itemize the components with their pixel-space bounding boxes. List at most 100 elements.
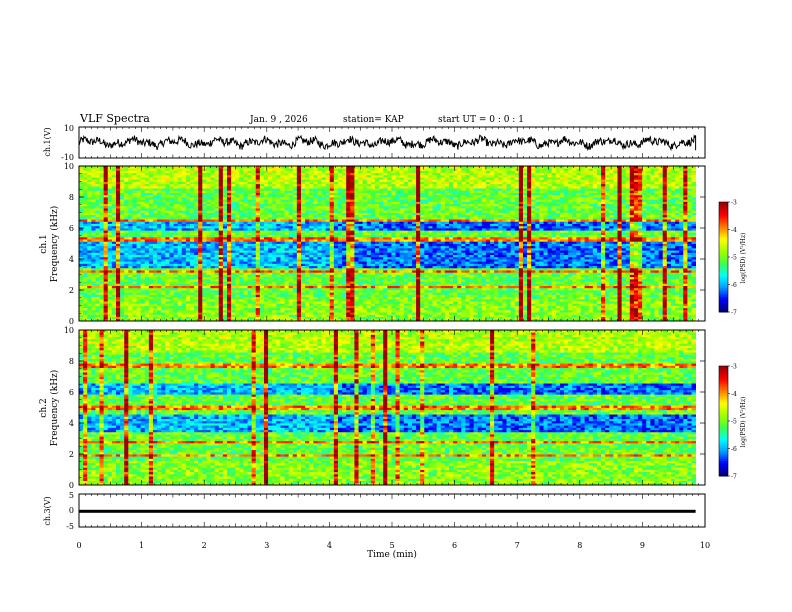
spectrogram-cell bbox=[87, 288, 92, 291]
spectrogram-cell bbox=[95, 299, 100, 302]
spectrogram-cell bbox=[108, 226, 113, 229]
spectrogram-cell bbox=[108, 206, 113, 209]
spectrogram-cell bbox=[141, 288, 146, 291]
spectrogram-cell bbox=[112, 210, 117, 213]
spectrogram-cell bbox=[91, 268, 96, 271]
spectrogram-cell bbox=[120, 190, 125, 193]
spectrogram-cell bbox=[87, 221, 92, 224]
spectrogram-cell bbox=[83, 310, 88, 313]
spectrogram-cell bbox=[132, 201, 137, 204]
spectrogram-cell bbox=[116, 186, 121, 189]
spectrogram-cell bbox=[83, 272, 88, 275]
spectrogram-cell bbox=[137, 232, 142, 235]
spectrogram-cell bbox=[87, 299, 92, 302]
spectrogram-cell bbox=[132, 263, 137, 266]
spectrogram-cell bbox=[132, 288, 137, 291]
spectrogram-cell bbox=[104, 279, 109, 282]
spectrogram-cell bbox=[124, 221, 129, 224]
spectrogram-cell bbox=[83, 252, 88, 255]
spectrogram-cell bbox=[104, 288, 109, 291]
spectrogram-cell bbox=[112, 294, 117, 297]
spectrogram-cell bbox=[112, 288, 117, 291]
spectrogram-cell bbox=[95, 241, 100, 244]
spectrogram-cell bbox=[95, 310, 100, 313]
spectrogram-cell bbox=[83, 232, 88, 235]
spectrogram-cell bbox=[104, 294, 109, 297]
spectrogram-cell bbox=[100, 241, 105, 244]
spectrogram-cell bbox=[87, 263, 92, 266]
spectrogram-cell bbox=[141, 283, 146, 286]
spectrogram-cell bbox=[124, 186, 129, 189]
spectrogram-cell bbox=[128, 237, 133, 240]
spectrogram-cell bbox=[124, 252, 129, 255]
spectrogram-cell bbox=[112, 221, 117, 224]
spectrogram-cell bbox=[112, 303, 117, 306]
spectrogram-cell bbox=[104, 170, 109, 173]
spectrogram-cell bbox=[116, 314, 121, 317]
spectrogram-cell bbox=[87, 186, 92, 189]
spectrogram-cell bbox=[116, 241, 121, 244]
spectrogram-cell bbox=[91, 190, 96, 193]
spectrogram-cell bbox=[95, 232, 100, 235]
spectrogram-cell bbox=[83, 303, 88, 306]
spectrogram-cell bbox=[91, 210, 96, 213]
spectrogram-cell bbox=[83, 210, 88, 213]
spectrogram-cell bbox=[132, 303, 137, 306]
vlf-figure: VLF Spectra Jan. 9 , 2026 station= KAP s… bbox=[0, 0, 792, 612]
spectrogram-cell bbox=[79, 221, 84, 224]
spectrogram-cell bbox=[116, 237, 121, 240]
spectrogram-cell bbox=[100, 190, 105, 193]
ch1-waveform-ylabel: ch.1(V) bbox=[43, 127, 52, 156]
spectrogram-cell bbox=[87, 201, 92, 204]
spectrogram-cell bbox=[100, 226, 105, 229]
spectrogram-cell bbox=[120, 237, 125, 240]
spectrogram-cell bbox=[104, 314, 109, 317]
spectrogram-cell bbox=[91, 179, 96, 182]
spectrogram-cell bbox=[104, 232, 109, 235]
spectrogram-cell bbox=[91, 241, 96, 244]
spectrogram-cell bbox=[137, 195, 142, 198]
spectrogram-cell bbox=[124, 294, 129, 297]
spectrogram-cell bbox=[87, 190, 92, 193]
spectrogram-cell bbox=[132, 190, 137, 193]
spectrogram-cell bbox=[132, 241, 137, 244]
spectrogram-cell bbox=[128, 210, 133, 213]
spectrogram-cell bbox=[79, 201, 84, 204]
spectrogram-cell bbox=[108, 263, 113, 266]
spectrogram-cell bbox=[137, 279, 142, 282]
spectrogram-cell bbox=[120, 279, 125, 282]
spectrogram-cell bbox=[120, 226, 125, 229]
spectrogram-cell bbox=[120, 252, 125, 255]
spectrogram-cell bbox=[87, 175, 92, 178]
spectrogram-cell bbox=[137, 179, 142, 182]
spectrogram-cell bbox=[87, 232, 92, 235]
spectrogram-cell bbox=[108, 232, 113, 235]
spectrogram-cell bbox=[104, 237, 109, 240]
spectrogram-cell bbox=[128, 179, 133, 182]
spectrogram-cell bbox=[91, 170, 96, 173]
spectrogram-cell bbox=[137, 175, 142, 178]
spectrogram-cell bbox=[91, 237, 96, 240]
spectrogram-cell bbox=[104, 272, 109, 275]
spectrogram-cell bbox=[128, 299, 133, 302]
spectrogram-cell bbox=[124, 217, 129, 220]
spectrogram-cell bbox=[100, 257, 105, 260]
spectrogram-cell bbox=[120, 232, 125, 235]
spectrogram-cell bbox=[83, 248, 88, 251]
spectrogram-cell bbox=[95, 190, 100, 193]
spectrogram-cell bbox=[124, 226, 129, 229]
spectrogram-cell bbox=[95, 257, 100, 260]
spectrogram-cell bbox=[79, 186, 84, 189]
spectrogram-cell bbox=[120, 217, 125, 220]
spectrogram-cell bbox=[108, 237, 113, 240]
spectrogram-cell bbox=[116, 190, 121, 193]
spectrogram-cell bbox=[137, 186, 142, 189]
spectrogram-cell bbox=[120, 210, 125, 213]
spectrogram-cell bbox=[104, 175, 109, 178]
spectrogram-cell bbox=[108, 241, 113, 244]
spectrogram-cell bbox=[100, 310, 105, 313]
spectrogram-cell bbox=[108, 190, 113, 193]
spectrogram-cell bbox=[83, 175, 88, 178]
spectrogram-cell bbox=[124, 283, 129, 286]
spectrogram-cell bbox=[100, 263, 105, 266]
